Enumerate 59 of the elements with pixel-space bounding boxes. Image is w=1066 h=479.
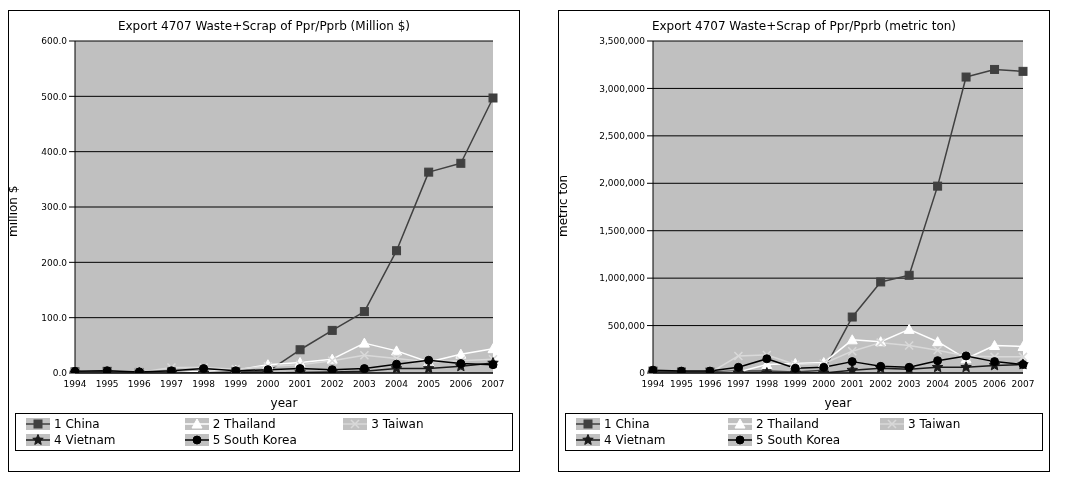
x-tick-label: 1995 xyxy=(670,379,693,390)
x-tick-label: 2001 xyxy=(840,379,864,390)
x-tick-label: 2005 xyxy=(954,379,978,390)
x-tick-label: 2006 xyxy=(449,379,473,390)
legend-label: 2 Thailand xyxy=(756,417,819,431)
x-tick-label: 1998 xyxy=(192,379,216,390)
y-tick-label: 3,500,000 xyxy=(599,36,646,47)
x-tick-label: 2000 xyxy=(256,379,280,390)
y-tick-label: 200.0 xyxy=(41,257,68,268)
x-tick-label: 2002 xyxy=(869,379,893,390)
y-tick-label: 0 xyxy=(639,368,646,379)
y-tick-label: 1,500,000 xyxy=(599,225,646,236)
x-axis-title: year xyxy=(824,396,852,410)
x-tick-label: 2007 xyxy=(481,379,505,390)
y-tick-label: 300.0 xyxy=(41,202,68,213)
x-tick-label: 1996 xyxy=(698,379,722,390)
y-tick-label: 400.0 xyxy=(41,146,68,157)
legend-label: 3 Taiwan xyxy=(371,417,424,431)
legend-label: 5 South Korea xyxy=(756,433,841,447)
x-tick-label: 2000 xyxy=(812,379,836,390)
y-tick-label: 500,000 xyxy=(607,320,646,331)
y-tick-label: 2,500,000 xyxy=(599,131,646,142)
legend-label: 1 China xyxy=(604,417,650,431)
y-axis-title: million $ xyxy=(6,185,21,237)
y-tick-label: 600.0 xyxy=(41,36,68,47)
x-tick-label: 1997 xyxy=(726,379,750,390)
x-tick-label: 2004 xyxy=(926,379,950,390)
legend-label: 4 Vietnam xyxy=(54,433,116,447)
y-tick-label: 500.0 xyxy=(41,91,68,102)
x-tick-label: 1999 xyxy=(783,379,808,390)
x-tick-label: 2003 xyxy=(352,379,376,390)
x-tick-label: 2004 xyxy=(385,379,409,390)
x-tick-label: 1994 xyxy=(63,379,87,390)
y-tick-label: 2,000,000 xyxy=(599,178,646,189)
x-tick-label: 1999 xyxy=(224,379,248,390)
x-tick-label: 2003 xyxy=(897,379,921,390)
x-tick-label: 2006 xyxy=(983,379,1007,390)
x-tick-label: 2005 xyxy=(417,379,441,390)
y-tick-label: 100.0 xyxy=(41,312,68,323)
x-tick-label: 1995 xyxy=(95,379,119,390)
legend-label: 4 Vietnam xyxy=(604,433,666,447)
legend-label: 5 South Korea xyxy=(212,433,297,447)
y-tick-label: 0.0 xyxy=(52,368,68,379)
legend-label: 3 Taiwan xyxy=(908,417,961,431)
x-axis-title: year xyxy=(270,396,298,410)
x-tick-label: 2001 xyxy=(288,379,312,390)
x-tick-label: 2002 xyxy=(320,379,344,390)
y-tick-label: 3,000,000 xyxy=(599,83,646,94)
x-tick-label: 1998 xyxy=(755,379,779,390)
y-tick-label: 1,000,000 xyxy=(599,273,646,284)
legend-label: 2 Thailand xyxy=(212,417,276,431)
y-axis-title: metric ton xyxy=(556,174,571,237)
chart-title: Export 4707 Waste+Scrap of Ppr/Pprb (metric ton) xyxy=(650,19,958,33)
x-tick-label: 1994 xyxy=(641,379,665,390)
legend-label: 1 China xyxy=(54,417,100,431)
x-tick-label: 2007 xyxy=(1011,379,1035,390)
x-tick-label: 1996 xyxy=(127,379,152,390)
x-tick-label: 1997 xyxy=(160,379,183,390)
chart-title: Export 4707 Waste+Scrap of Ppr/Pprb (Million $) xyxy=(116,19,412,33)
